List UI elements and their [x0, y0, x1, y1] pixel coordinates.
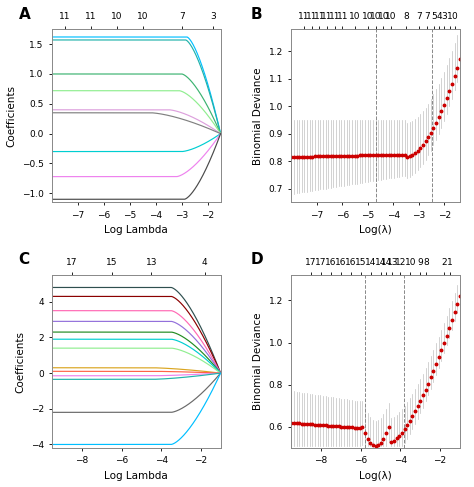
X-axis label: Log(λ): Log(λ) — [359, 225, 392, 235]
X-axis label: Log Lambda: Log Lambda — [104, 471, 168, 481]
Text: B: B — [251, 7, 263, 22]
Text: C: C — [18, 252, 29, 267]
Y-axis label: Binomial Deviance: Binomial Deviance — [253, 313, 263, 410]
Y-axis label: Coefficients: Coefficients — [6, 85, 17, 147]
Y-axis label: Coefficients: Coefficients — [15, 331, 25, 393]
X-axis label: Log Lambda: Log Lambda — [104, 225, 168, 235]
X-axis label: Log(λ): Log(λ) — [359, 471, 392, 481]
Y-axis label: Binomial Deviance: Binomial Deviance — [253, 67, 263, 165]
Text: D: D — [251, 252, 264, 267]
Text: A: A — [18, 7, 30, 22]
